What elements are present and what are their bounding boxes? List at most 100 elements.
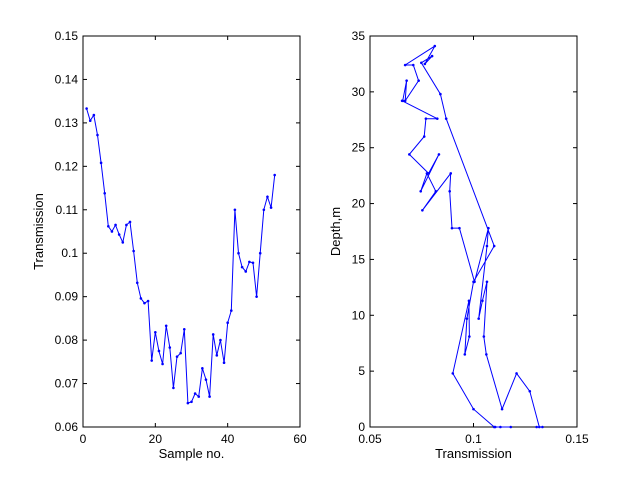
right-data-point: [535, 425, 538, 429]
left-data-point: [211, 333, 215, 336]
left-data-point: [233, 208, 237, 212]
right-data-point: [458, 226, 461, 230]
left-data-point: [229, 309, 233, 312]
right-data-point: [448, 189, 451, 193]
right-data-point: [401, 99, 405, 103]
left-plot-area: [82, 35, 301, 428]
right-x-tick-label: 0.15: [565, 432, 589, 446]
right-data-point: [444, 117, 448, 120]
left-data-point: [248, 260, 251, 264]
right-data-point: [481, 299, 484, 303]
left-data-point: [139, 297, 143, 300]
left-data-point: [244, 270, 248, 273]
right-data-point: [449, 172, 453, 175]
left-x-tick-label: 60: [293, 432, 307, 446]
left-x-tick-label: 0: [80, 432, 87, 446]
left-y-tick-label: 0.07: [55, 377, 79, 391]
left-data-point: [222, 361, 226, 365]
left-data-point: [266, 195, 269, 199]
left-y-tick-label: 0.08: [55, 333, 79, 347]
right-data-point: [439, 92, 442, 96]
left-data-point: [215, 354, 219, 357]
right-data-point: [450, 226, 454, 230]
left-data-point: [92, 113, 96, 117]
right-data-point: [472, 407, 475, 411]
left-data-point: [135, 281, 139, 285]
left-data-point: [175, 355, 179, 358]
right-x-tick-label: 0.05: [358, 432, 382, 446]
right-data-point: [434, 189, 438, 193]
left-data-point: [237, 251, 240, 255]
left-data-point: [240, 265, 244, 269]
right-data-point: [468, 335, 471, 338]
left-data-point: [258, 251, 262, 255]
left-data-point: [168, 346, 172, 349]
right-data-point: [528, 389, 532, 393]
right-x-axis-label: Transmission: [435, 446, 512, 461]
right-data-point: [427, 172, 430, 175]
right-data-point: [420, 61, 423, 65]
left-y-axis-label: Transmission: [31, 193, 46, 270]
left-data-point: [114, 223, 117, 227]
left-data-point: [154, 330, 157, 334]
right-data-point: [424, 117, 428, 120]
right-data-point: [403, 99, 407, 103]
left-data-point: [117, 233, 121, 236]
right-data-point: [403, 63, 407, 67]
left-data-point: [110, 230, 114, 233]
left-data-point: [186, 401, 190, 405]
left-y-tick-label: 0.1: [61, 246, 78, 260]
right-data-point: [423, 62, 427, 66]
left-data-point: [262, 208, 266, 212]
right-y-axis-label: Depth,m: [328, 207, 343, 256]
right-data-point: [477, 317, 480, 320]
left-data-point: [150, 359, 154, 362]
left-x-tick-label: 40: [221, 432, 235, 446]
right-data-point: [541, 425, 544, 429]
right-data-point: [515, 372, 518, 375]
left-data-point: [255, 295, 258, 298]
left-data-point: [197, 395, 201, 398]
right-data-point: [499, 425, 502, 429]
left-data-point: [269, 206, 273, 209]
right-x-tick-label: 0.1: [465, 432, 482, 446]
right-data-point: [482, 335, 486, 338]
right-data-point: [421, 208, 424, 212]
right-data-point: [472, 280, 475, 284]
right-data-point: [419, 189, 423, 193]
left-data-point: [121, 241, 125, 244]
left-data-point: [85, 107, 88, 110]
left-data-point: [96, 133, 99, 137]
left-data-point: [125, 223, 128, 227]
left-data-point: [161, 362, 164, 366]
right-data-point: [405, 79, 408, 82]
right-data-point: [422, 135, 426, 138]
left-data-point: [204, 378, 208, 381]
right-data-point: [485, 280, 489, 284]
right-data-point: [493, 425, 497, 429]
left-data-point: [132, 249, 135, 253]
right-data-point: [485, 244, 489, 248]
left-y-tick-label: 0.09: [55, 290, 79, 304]
right-y-tick-label: 0: [358, 420, 365, 434]
left-data-point: [146, 299, 150, 303]
right-data-point: [451, 372, 455, 375]
left-data-point: [99, 161, 103, 165]
left-data-point: [172, 386, 175, 390]
right-data-point: [417, 79, 420, 82]
right-data-point: [465, 317, 469, 320]
right-y-tick-label: 15: [352, 252, 366, 266]
left-y-tick-label: 0.14: [55, 72, 79, 86]
left-series-line: [86, 108, 276, 404]
right-data-point: [500, 407, 504, 411]
left-data-point: [103, 191, 106, 195]
right-data-point: [485, 353, 488, 356]
left-data-point: [164, 324, 168, 328]
right-y-tick-label: 10: [352, 308, 366, 322]
right-data-point: [487, 226, 490, 230]
right-data-point: [467, 299, 471, 303]
left-data-point: [157, 349, 161, 353]
left-data-point: [273, 173, 276, 177]
right-data-point: [408, 153, 411, 156]
